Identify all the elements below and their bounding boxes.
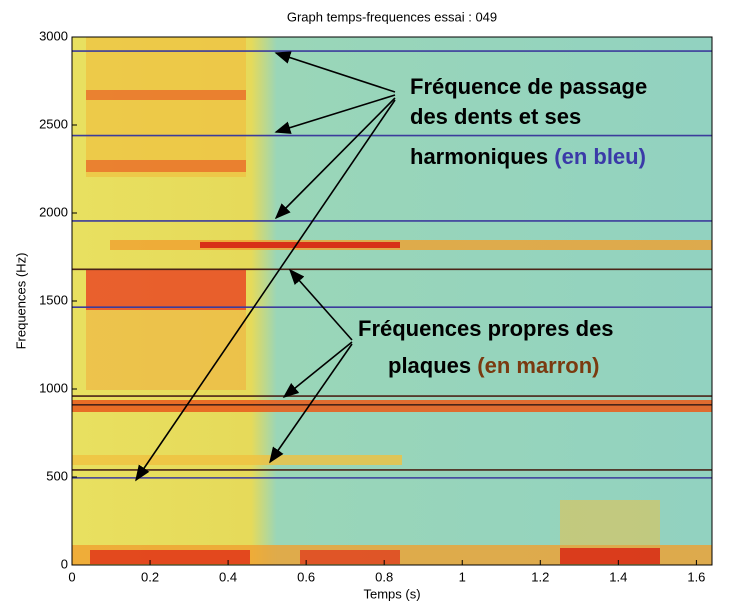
spectrogram-texture (72, 37, 712, 565)
y-tick-label: 500 (46, 468, 68, 483)
y-tick-label: 2500 (39, 116, 68, 131)
y-tick-label: 3000 (39, 28, 68, 43)
y-tick-label: 0 (61, 556, 68, 571)
annotation-line: plaques (388, 353, 471, 378)
annotation-text: harmoniques (en bleu) (410, 144, 646, 169)
x-tick-label: 1.4 (609, 569, 627, 584)
x-tick-label: 1 (459, 569, 466, 584)
x-axis-label: Temps (s) (363, 586, 420, 601)
x-tick-label: 1.2 (531, 569, 549, 584)
x-tick-label: 0.2 (141, 569, 159, 584)
chart-title: Graph temps-frequences essai : 049 (287, 9, 497, 24)
annotation-line: des dents et ses (410, 104, 581, 129)
annotation-text: plaques (en marron) (388, 353, 600, 378)
annotation-note: (en bleu) (554, 144, 646, 169)
annotation-line: Fréquences propres des (358, 316, 614, 341)
x-tick-label: 0.6 (297, 569, 315, 584)
annotation-line: Fréquence de passage (410, 74, 647, 99)
annotation-text: des dents et ses (410, 104, 581, 129)
x-tick-label: 0.4 (219, 569, 237, 584)
arrows (135, 51, 396, 482)
annotation-text: Fréquence de passage (410, 74, 647, 99)
x-tick-label: 0 (68, 569, 75, 584)
annotation-text: Fréquences propres des (358, 316, 614, 341)
y-tick-label: 1500 (39, 292, 68, 307)
annotation-line: harmoniques (410, 144, 548, 169)
y-tick-label: 1000 (39, 380, 68, 395)
annotation-note: (en marron) (477, 353, 599, 378)
x-tick-label: 0.8 (375, 569, 393, 584)
x-tick-label: 1.6 (687, 569, 705, 584)
y-tick-label: 2000 (39, 204, 68, 219)
y-axis-label: Frequences (Hz) (13, 253, 28, 350)
